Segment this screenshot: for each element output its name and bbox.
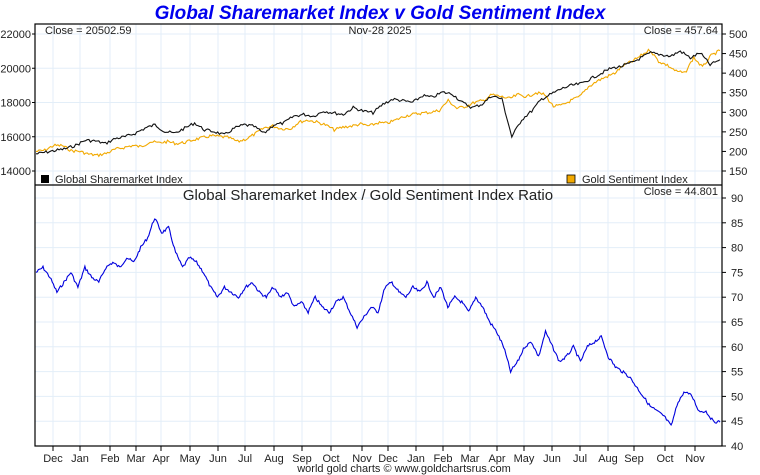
right-tick-label: 250	[729, 127, 747, 139]
legend-label-gold: Gold Sentiment Index	[582, 174, 688, 186]
lower-tick-label: 90	[731, 193, 743, 205]
grid	[35, 24, 722, 447]
legend-label-sharemarket: Global Sharemarket Index	[55, 174, 183, 186]
x-tick-label: May	[514, 453, 535, 465]
date-label: Nov-28 2025	[349, 25, 412, 37]
lower-series	[35, 218, 721, 426]
x-tick-label: Oct	[656, 453, 673, 465]
lower-tick-label: 45	[731, 416, 743, 428]
left-tick-label: 20000	[0, 63, 31, 75]
lower-tick-label: 65	[731, 317, 743, 329]
x-tick-label: Dec	[378, 453, 398, 465]
close-right-label: Close = 457.64	[644, 25, 718, 37]
x-tick-label: Jun	[209, 453, 227, 465]
right-tick-label: 350	[729, 88, 747, 100]
right-tick-label: 400	[729, 68, 747, 80]
footer-credit: world gold charts © www.goldchartsrus.co…	[296, 463, 511, 475]
right-tick-label: 450	[729, 49, 747, 61]
x-tick-label: Nov	[685, 453, 705, 465]
close-left-label: Close = 20502.59	[45, 25, 132, 37]
left-tick-label: 22000	[0, 29, 31, 41]
lower-tick-label: 60	[731, 342, 743, 354]
right-tick-label: 500	[729, 29, 747, 41]
upper-series	[36, 48, 721, 158]
legend-swatch-gold	[566, 174, 576, 184]
x-tick-label: Mar	[127, 453, 146, 465]
lower-tick-label: 75	[731, 267, 743, 279]
lower-tick-label: 80	[731, 243, 743, 255]
x-tick-label: Jan	[71, 453, 89, 465]
x-tick-label: Aug	[264, 453, 284, 465]
x-tick-label: Jul	[238, 453, 252, 465]
x-tick-label: Mar	[461, 453, 480, 465]
lower-axis: 40 45 50 55 60 65 70 75 80 85 90	[722, 193, 743, 453]
x-tick-label: Feb	[434, 453, 453, 465]
x-tick-label: Sep	[624, 453, 644, 465]
right-tick-label: 150	[729, 166, 747, 178]
right-tick-label: 300	[729, 107, 747, 119]
x-tick-label: Aug	[598, 453, 618, 465]
lower-tick-label: 70	[731, 292, 743, 304]
sharemarket-line	[36, 50, 721, 155]
x-tick-label: Jan	[407, 453, 425, 465]
ratio-line	[35, 218, 721, 426]
x-tick-label: Sep	[292, 453, 312, 465]
plot-frame	[34, 23, 723, 447]
ratio-close-label: Close = 44.801	[644, 186, 718, 198]
x-tick-label: Oct	[322, 453, 339, 465]
x-tick-label: Dec	[43, 453, 63, 465]
lower-tick-label: 40	[731, 441, 743, 453]
gold-sentiment-line	[36, 48, 721, 158]
left-tick-label: 16000	[0, 132, 31, 144]
x-tick-label: May	[180, 453, 201, 465]
left-axis: 14000 16000 18000 20000 22000	[0, 29, 35, 178]
x-tick-label: Nov	[352, 453, 372, 465]
lower-tick-label: 55	[731, 367, 743, 379]
x-tick-label: Apr	[488, 453, 505, 465]
left-tick-label: 14000	[0, 166, 31, 178]
x-tick-label: Jun	[543, 453, 561, 465]
x-tick-label: Feb	[101, 453, 120, 465]
x-axis: Dec Jan Feb Mar Apr May Jun Jul Aug Sep Oct Nov Dec J…	[43, 446, 705, 465]
x-tick-label: Apr	[152, 453, 169, 465]
legend-swatch-sharemarket	[41, 175, 49, 183]
lower-tick-label: 50	[731, 391, 743, 403]
right-axis: 150 200 250 300 350 400 450 500	[722, 29, 747, 178]
lower-tick-label: 85	[731, 218, 743, 230]
chart-title: Global Sharemarket Index v Gold Sentimen…	[155, 3, 607, 24]
right-tick-label: 200	[729, 146, 747, 158]
ratio-title: Global Sharemarket Index / Gold Sentimen…	[183, 187, 553, 204]
left-tick-label: 18000	[0, 98, 31, 110]
x-tick-label: Jul	[573, 453, 587, 465]
